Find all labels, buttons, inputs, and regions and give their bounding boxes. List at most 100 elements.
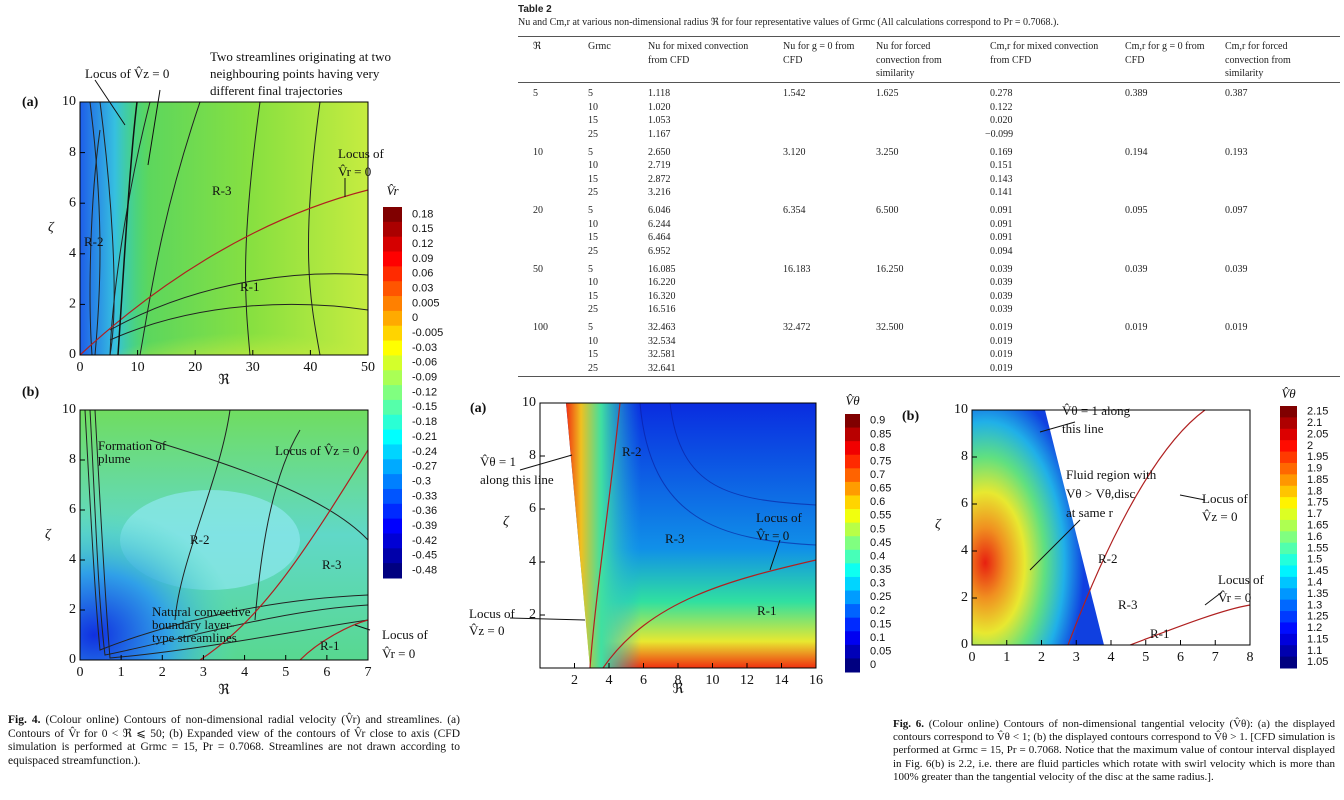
x-tick-label: 1 xyxy=(1003,650,1010,665)
table-cell: 15 xyxy=(588,349,598,360)
table-cell: 0.387 xyxy=(1225,88,1248,99)
x-tick-label: 14 xyxy=(775,673,789,688)
colorbar-label: 0.2 xyxy=(870,605,885,617)
annotation: different final trajectories xyxy=(210,83,343,98)
colorbar-label: 1.6 xyxy=(1307,531,1322,543)
colorbar-label: 1.35 xyxy=(1307,588,1328,600)
colorbar-swatch xyxy=(1280,474,1297,487)
x-tick-label: 4 xyxy=(606,673,613,688)
colorbar-label: 1.7 xyxy=(1307,508,1322,520)
table-cell: 0.193 xyxy=(1225,146,1248,158)
colorbar-label: 0.55 xyxy=(870,510,891,522)
colorbar-swatch xyxy=(383,518,402,534)
annotation: R-1 xyxy=(1150,626,1170,641)
contour-fill-4b xyxy=(80,410,368,660)
colorbar-label: 1.75 xyxy=(1307,497,1328,509)
annotation: V̂θ = 1 xyxy=(480,454,516,469)
table-cell: 0.094 xyxy=(990,245,1013,257)
colorbar-label: 1.15 xyxy=(1307,633,1328,645)
table-cell: 16.085 xyxy=(648,263,676,275)
y-tick-label: 8 xyxy=(961,449,968,464)
colorbar-swatch xyxy=(383,310,402,327)
colorbar-swatch xyxy=(1280,542,1297,555)
table-cell: −0.099 xyxy=(985,128,1014,140)
table-cell: 0.122 xyxy=(990,101,1013,113)
table-cell: 2.719 xyxy=(648,160,671,171)
colorbar-title: V̂θ xyxy=(1281,386,1296,401)
table-cell: 1.118 xyxy=(648,88,671,99)
y-tick-label: 4 xyxy=(69,246,76,261)
table-rule xyxy=(518,376,1340,377)
colorbar-label: -0.15 xyxy=(412,401,437,413)
x-tick-label: 1 xyxy=(118,665,125,680)
y-axis-label: ζ xyxy=(48,220,55,235)
table-cell: 0.389 xyxy=(1125,88,1148,99)
colorbar-label: 2.1 xyxy=(1307,417,1322,429)
table-header: ℜ xyxy=(533,41,542,52)
y-tick-label: 10 xyxy=(62,402,76,417)
colorbar-swatch xyxy=(1280,622,1297,635)
annotation: R-3 xyxy=(665,531,685,546)
colorbar-swatch xyxy=(1280,599,1297,612)
colorbar-label: 0.05 xyxy=(870,646,891,658)
annotation: R-2 xyxy=(1098,551,1118,566)
annotation: Locus of xyxy=(756,510,803,525)
x-tick-label: 2 xyxy=(1038,650,1045,665)
table-cell: 16.516 xyxy=(648,304,676,315)
table-cell: 15 xyxy=(588,232,598,243)
colorbar-label: -0.06 xyxy=(412,357,437,369)
x-tick-label: 3 xyxy=(1073,650,1080,665)
colorbar-label: 0.09 xyxy=(412,253,433,265)
table-cell: 32.463 xyxy=(648,322,676,333)
annotation: R-3 xyxy=(212,183,232,198)
colorbar-swatch xyxy=(1280,451,1297,464)
colorbar-swatch xyxy=(1280,406,1297,418)
table-cell: 0.151 xyxy=(990,160,1013,171)
table-cell: 0.091 xyxy=(990,218,1013,230)
colorbar-label: 0.65 xyxy=(870,483,891,495)
table-cell: 0.019 xyxy=(990,335,1013,347)
table-cell: 0.039 xyxy=(990,304,1013,315)
y-tick-label: 2 xyxy=(69,297,76,312)
x-tick-label: 4 xyxy=(1108,650,1115,665)
y-tick-label: 0 xyxy=(69,652,76,667)
table-cell: 0.141 xyxy=(990,187,1013,198)
axes-frame xyxy=(79,101,369,356)
annotation: Locus of xyxy=(469,606,516,621)
panel-label: (a) xyxy=(470,401,487,416)
table-cell: 16.183 xyxy=(783,263,811,275)
colorbar-swatch xyxy=(845,549,860,564)
contour-fill-6b xyxy=(972,409,1251,646)
colorbar-label: 0.1 xyxy=(870,632,885,644)
x-tick-label: 0 xyxy=(77,360,84,375)
x-axis-label: ℜ xyxy=(672,682,684,697)
table-cell: 0.020 xyxy=(990,115,1013,126)
table-cell: 10 xyxy=(588,218,598,230)
colorbar-label: 0.7 xyxy=(870,469,885,481)
x-tick-label: 7 xyxy=(1212,650,1219,665)
colorbar-swatch xyxy=(845,522,860,537)
x-tick-label: 3 xyxy=(200,665,207,680)
table-cell: 10 xyxy=(533,146,543,158)
y-tick-label: 6 xyxy=(961,496,968,511)
table-header: Nu for mixed convection from CFD xyxy=(648,41,749,66)
colorbar-swatch xyxy=(383,399,402,416)
table-cell: 1.053 xyxy=(648,115,671,126)
y-tick-label: 10 xyxy=(954,402,968,417)
colorbar-swatch xyxy=(1280,508,1297,521)
caption-text: (Colour online) Contours of non-dimensio… xyxy=(8,714,460,767)
y-tick-label: 0 xyxy=(69,347,76,362)
table-cell: 2.650 xyxy=(648,146,671,158)
table-cell: 32.581 xyxy=(648,349,676,360)
annotation: this line xyxy=(1062,421,1104,436)
colorbar-swatch xyxy=(383,533,402,549)
colorbar-swatch xyxy=(1280,531,1297,544)
table-cell: 5 xyxy=(588,205,593,216)
x-axis-label: ℜ xyxy=(218,683,230,698)
annotation: Vθ > Vθ,disc xyxy=(1066,486,1135,501)
colorbar-label: 0.45 xyxy=(870,537,891,549)
table-cell: 16.320 xyxy=(648,290,676,302)
y-tick-label: 10 xyxy=(522,395,536,410)
x-tick-label: 2 xyxy=(571,673,578,688)
